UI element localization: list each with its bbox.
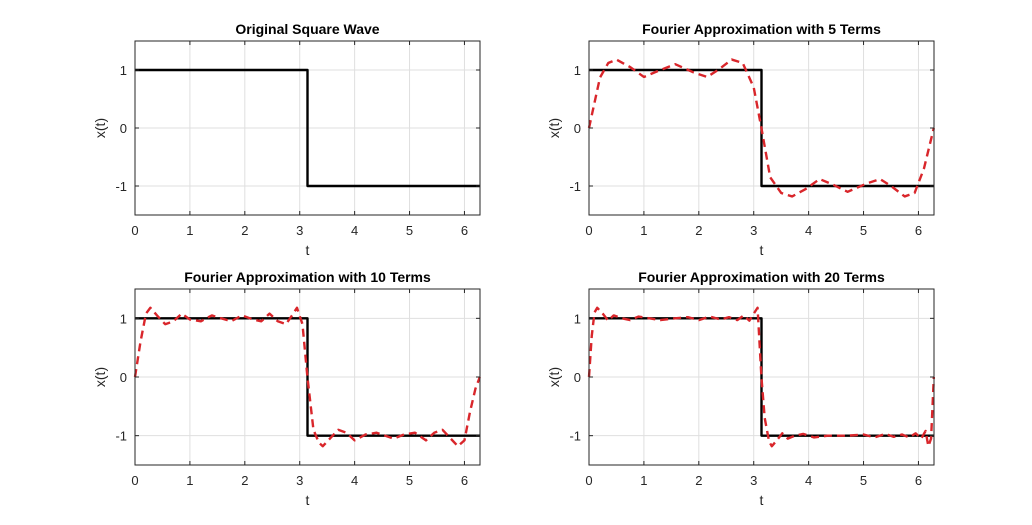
subplot-2: 0 1 2 3 4 5 6 -1 0 1 Fourier Approximation with 5 … (546, 21, 935, 258)
square-wave-line (135, 68, 480, 188)
x-axis-label: t (760, 492, 764, 508)
x-tick-label: 1 (640, 473, 647, 488)
x-tick-label: 0 (131, 223, 138, 238)
x-tick-label: 2 (695, 223, 702, 238)
x-tick-label: 4 (351, 473, 358, 488)
chart-title: Fourier Approximation with 20 Terms (638, 269, 885, 285)
chart-title: Original Square Wave (235, 21, 379, 37)
y-tick-label: 0 (574, 370, 581, 385)
x-tick-label: 0 (131, 473, 138, 488)
x-tick-label: 6 (915, 223, 922, 238)
chart-title: Fourier Approximation with 5 Terms (642, 21, 881, 37)
fourier-approximation-line (133, 306, 481, 448)
chart-title: Fourier Approximation with 10 Terms (184, 269, 431, 285)
x-axis-label: t (306, 242, 310, 258)
y-tick-label: -1 (115, 179, 127, 194)
y-tick-label: -1 (569, 179, 581, 194)
y-tick-label: -1 (569, 429, 581, 444)
x-tick-label: 5 (860, 473, 867, 488)
y-tick-label: 1 (120, 63, 127, 78)
y-tick-label: -1 (115, 429, 127, 444)
x-tick-label: 3 (750, 473, 757, 488)
y-axis-label: x(t) (546, 118, 562, 138)
y-axis-label: x(t) (92, 118, 108, 138)
y-axis-label: x(t) (546, 367, 562, 387)
x-tick-label: 2 (695, 473, 702, 488)
x-tick-label: 3 (296, 223, 303, 238)
x-tick-label: 6 (915, 473, 922, 488)
x-tick-label: 3 (750, 223, 757, 238)
x-tick-label: 1 (640, 223, 647, 238)
x-tick-label: 1 (186, 223, 193, 238)
y-tick-label: 0 (574, 121, 581, 136)
y-tick-label: 1 (120, 311, 127, 326)
x-tick-label: 4 (805, 473, 812, 488)
x-axis-label: t (760, 242, 764, 258)
x-tick-label: 4 (351, 223, 358, 238)
subplot-3: 0 1 2 3 4 5 6 -1 0 1 Fourier Approximation with 10… (92, 269, 481, 508)
fourier-approximation-line (587, 306, 936, 448)
x-tick-label: 3 (296, 473, 303, 488)
fourier-approximation-line (587, 58, 935, 198)
y-axis-label: x(t) (92, 367, 108, 387)
x-tick-label: 2 (241, 223, 248, 238)
x-tick-label: 5 (406, 223, 413, 238)
subplot-1: 0 1 2 3 4 5 6 -1 0 1 Original Square Wave t x(t) (92, 21, 481, 258)
x-tick-label: 2 (241, 473, 248, 488)
x-tick-label: 5 (860, 223, 867, 238)
x-axis-label: t (306, 492, 310, 508)
x-tick-label: 4 (805, 223, 812, 238)
y-tick-label: 1 (574, 63, 581, 78)
y-tick-label: 0 (120, 121, 127, 136)
x-tick-label: 5 (406, 473, 413, 488)
y-tick-label: 0 (120, 370, 127, 385)
x-tick-label: 1 (186, 473, 193, 488)
x-tick-label: 0 (585, 223, 592, 238)
x-tick-label: 0 (585, 473, 592, 488)
x-tick-label: 6 (461, 473, 468, 488)
subplot-4: 0 1 2 3 4 5 6 -1 0 1 Fourier Approximation with 20… (546, 269, 936, 508)
x-tick-label: 6 (461, 223, 468, 238)
y-tick-label: 1 (574, 311, 581, 326)
